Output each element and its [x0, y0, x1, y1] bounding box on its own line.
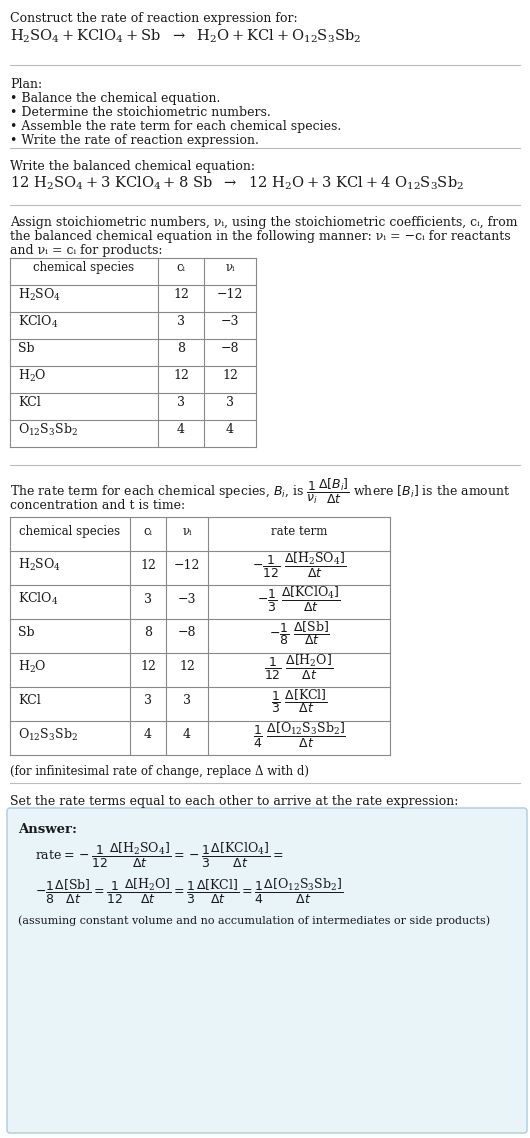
Text: The rate term for each chemical species, $B_i$, is $\dfrac{1}{\nu_i}\dfrac{\Delt: The rate term for each chemical species,… [10, 477, 510, 506]
Text: 12: 12 [140, 559, 156, 571]
Text: 3: 3 [144, 593, 152, 605]
Text: 8: 8 [177, 343, 185, 355]
Text: −3: −3 [178, 593, 196, 605]
Text: KCl: KCl [18, 694, 41, 708]
Text: $-\dfrac{1}{8}\ \dfrac{\Delta[\mathregular{Sb}]}{\Delta t}$: $-\dfrac{1}{8}\ \dfrac{\Delta[\mathregul… [269, 619, 330, 648]
Text: $\mathregular{O_{12}S_3Sb_2}$: $\mathregular{O_{12}S_3Sb_2}$ [18, 421, 78, 437]
Text: cᵢ: cᵢ [144, 525, 153, 537]
Text: 4: 4 [183, 728, 191, 742]
Text: and νᵢ = cᵢ for products:: and νᵢ = cᵢ for products: [10, 244, 163, 257]
Text: Plan:: Plan: [10, 79, 42, 91]
Text: (for infinitesimal rate of change, replace Δ with d): (for infinitesimal rate of change, repla… [10, 765, 309, 778]
Text: Write the balanced chemical equation:: Write the balanced chemical equation: [10, 160, 255, 173]
Text: −8: −8 [178, 627, 196, 640]
Text: 3: 3 [226, 396, 234, 409]
Text: 12: 12 [179, 660, 195, 674]
Text: the balanced chemical equation in the following manner: νᵢ = −cᵢ for reactants: the balanced chemical equation in the fo… [10, 230, 510, 244]
Text: rate term: rate term [271, 525, 327, 537]
Text: 3: 3 [183, 694, 191, 708]
Text: $-\dfrac{1}{3}\ \dfrac{\Delta[\mathregular{KClO_4}]}{\Delta t}$: $-\dfrac{1}{3}\ \dfrac{\Delta[\mathregul… [257, 585, 341, 613]
Text: • Write the rate of reaction expression.: • Write the rate of reaction expression. [10, 134, 259, 147]
Text: 4: 4 [177, 423, 185, 436]
Text: $\mathregular{12\ H_2SO_4 + 3\ KClO_4 + 8\ Sb\ \ \rightarrow\ \ 12\ H_2O + 3\ KC: $\mathregular{12\ H_2SO_4 + 3\ KClO_4 + … [10, 175, 464, 192]
Text: $-\dfrac{1}{12}\ \dfrac{\Delta[\mathregular{H_2SO_4}]}{\Delta t}$: $-\dfrac{1}{12}\ \dfrac{\Delta[\mathregu… [252, 551, 346, 579]
Text: chemical species: chemical species [33, 261, 135, 274]
Text: • Determine the stoichiometric numbers.: • Determine the stoichiometric numbers. [10, 106, 271, 119]
Text: 3: 3 [177, 396, 185, 409]
Text: −12: −12 [174, 559, 200, 571]
Text: Answer:: Answer: [18, 823, 77, 836]
Text: chemical species: chemical species [20, 525, 120, 537]
Text: 4: 4 [226, 423, 234, 436]
Text: Construct the rate of reaction expression for:: Construct the rate of reaction expressio… [10, 13, 298, 25]
Text: $\mathregular{KClO_4}$: $\mathregular{KClO_4}$ [18, 313, 58, 330]
Text: • Balance the chemical equation.: • Balance the chemical equation. [10, 92, 220, 105]
Text: Set the rate terms equal to each other to arrive at the rate expression:: Set the rate terms equal to each other t… [10, 795, 458, 808]
Text: νᵢ: νᵢ [182, 525, 192, 537]
Text: $\dfrac{1}{12}\ \dfrac{\Delta[\mathregular{H_2O}]}{\Delta t}$: $\dfrac{1}{12}\ \dfrac{\Delta[\mathregul… [264, 652, 333, 682]
FancyBboxPatch shape [7, 808, 527, 1133]
Text: $\mathregular{KClO_4}$: $\mathregular{KClO_4}$ [18, 591, 58, 607]
Text: −8: −8 [221, 343, 239, 355]
Text: concentration and t is time:: concentration and t is time: [10, 498, 185, 512]
Text: $\dfrac{1}{4}\ \dfrac{\Delta[\mathregular{O_{12}S_3Sb_2}]}{\Delta t}$: $\dfrac{1}{4}\ \dfrac{\Delta[\mathregula… [252, 720, 346, 750]
Text: • Assemble the rate term for each chemical species.: • Assemble the rate term for each chemic… [10, 119, 341, 133]
Text: $\mathregular{O_{12}S_3Sb_2}$: $\mathregular{O_{12}S_3Sb_2}$ [18, 727, 78, 743]
Text: (assuming constant volume and no accumulation of intermediates or side products): (assuming constant volume and no accumul… [18, 915, 490, 925]
Text: $\dfrac{1}{3}\ \dfrac{\Delta[\mathregular{KCl}]}{\Delta t}$: $\dfrac{1}{3}\ \dfrac{\Delta[\mathregula… [271, 687, 328, 715]
Text: 12: 12 [140, 660, 156, 674]
Text: cᵢ: cᵢ [176, 261, 186, 274]
Text: −12: −12 [217, 288, 243, 300]
Text: $\mathregular{H_2O}$: $\mathregular{H_2O}$ [18, 368, 47, 384]
Text: $\mathregular{H_2SO_4}$: $\mathregular{H_2SO_4}$ [18, 287, 61, 303]
Text: Sb: Sb [18, 343, 34, 355]
Text: 12: 12 [222, 369, 238, 382]
Text: 8: 8 [144, 627, 152, 640]
Text: 12: 12 [173, 369, 189, 382]
Text: Sb: Sb [18, 627, 34, 640]
Text: $\mathregular{H_2SO_4 + KClO_4 + Sb\ \ \rightarrow\ \ H_2O + KCl + O_{12}S_3Sb_2: $\mathregular{H_2SO_4 + KClO_4 + Sb\ \ \… [10, 28, 361, 46]
Text: −3: −3 [221, 315, 239, 328]
Text: 12: 12 [173, 288, 189, 300]
Text: 4: 4 [144, 728, 152, 742]
Text: Assign stoichiometric numbers, νᵢ, using the stoichiometric coefficients, cᵢ, fr: Assign stoichiometric numbers, νᵢ, using… [10, 216, 517, 229]
Text: KCl: KCl [18, 396, 41, 409]
Text: 3: 3 [144, 694, 152, 708]
Text: $-\dfrac{1}{8}\dfrac{\Delta[\mathregular{Sb}]}{\Delta t} = \dfrac{1}{12}\dfrac{\: $-\dfrac{1}{8}\dfrac{\Delta[\mathregular… [35, 877, 343, 906]
Text: $\mathregular{H_2O}$: $\mathregular{H_2O}$ [18, 659, 47, 675]
Text: $\mathregular{rate} = -\dfrac{1}{12}\dfrac{\Delta[\mathregular{H_2SO_4}]}{\Delta: $\mathregular{rate} = -\dfrac{1}{12}\dfr… [35, 841, 284, 871]
Text: νᵢ: νᵢ [225, 261, 235, 274]
Text: 3: 3 [177, 315, 185, 328]
Text: $\mathregular{H_2SO_4}$: $\mathregular{H_2SO_4}$ [18, 556, 61, 574]
